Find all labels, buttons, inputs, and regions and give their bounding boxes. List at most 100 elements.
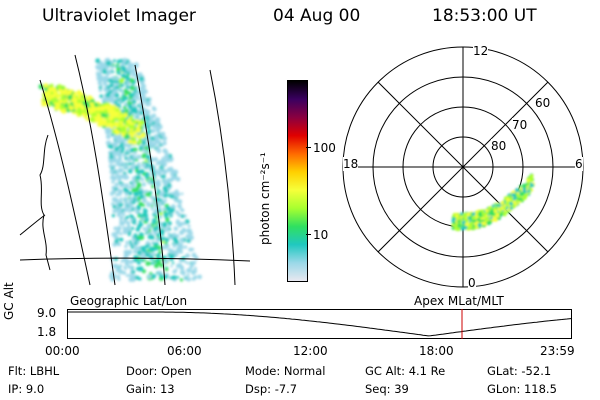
aurora-pixel bbox=[190, 261, 194, 265]
orbit-altitude-timeline bbox=[67, 309, 573, 339]
aurora-pixel bbox=[73, 93, 76, 96]
aurora-pixel bbox=[135, 168, 139, 173]
aurora-pixel bbox=[148, 120, 153, 125]
aurora-pixel bbox=[105, 77, 109, 81]
timeline-frame bbox=[67, 309, 572, 339]
aurora-pixel bbox=[164, 267, 169, 272]
aurora-pixel bbox=[70, 101, 75, 106]
aurora-pixel bbox=[157, 245, 162, 250]
aurora-pixel bbox=[115, 193, 119, 197]
aurora-pixel bbox=[145, 244, 150, 249]
aurora-pixel bbox=[113, 235, 119, 240]
aurora-pixel bbox=[139, 110, 144, 115]
aurora-pixel bbox=[96, 117, 103, 123]
aurora-pixel bbox=[77, 92, 82, 97]
aurora-pixel bbox=[168, 254, 172, 258]
aurora-pixel bbox=[41, 98, 45, 102]
aurora-pixel bbox=[529, 174, 534, 179]
aurora-pixel bbox=[43, 83, 49, 88]
aurora-pixel bbox=[107, 122, 113, 127]
aurora-pixel bbox=[100, 113, 106, 118]
info-gc-alt: GC Alt: 4.1 Re bbox=[365, 364, 446, 378]
aurora-pixel bbox=[120, 132, 126, 137]
aurora-pixel bbox=[115, 117, 120, 121]
aurora-pixel bbox=[170, 276, 174, 280]
geo-grid-line bbox=[39, 79, 91, 286]
aurora-pixel bbox=[128, 104, 133, 110]
aurora-pixel bbox=[457, 224, 461, 228]
aurora-pixel bbox=[140, 132, 146, 139]
aurora-pixel bbox=[59, 99, 64, 104]
aurora-pixel bbox=[119, 114, 124, 118]
aurora-pixel bbox=[132, 155, 137, 160]
aurora-pixel bbox=[171, 261, 175, 265]
aurora-pixel bbox=[127, 168, 133, 174]
aurora-pixel bbox=[146, 98, 150, 102]
aurora-pixel bbox=[164, 193, 168, 198]
aurora-pixel bbox=[130, 63, 135, 67]
aurora-pixel bbox=[111, 202, 115, 206]
aurora-pixel bbox=[122, 271, 127, 275]
aurora-pixel bbox=[512, 197, 517, 201]
aurora-pixel bbox=[123, 206, 129, 211]
aurora-pixel bbox=[147, 176, 151, 180]
aurora-pixel bbox=[114, 102, 119, 107]
aurora-pixel bbox=[171, 275, 177, 280]
aurora-pixel bbox=[114, 263, 119, 269]
aurora-pixel bbox=[119, 120, 123, 124]
info-gain: Gain: 13 bbox=[126, 382, 175, 396]
aurora-pixel bbox=[526, 179, 530, 183]
coastline bbox=[39, 134, 51, 271]
aurora-pixel bbox=[123, 102, 128, 107]
aurora-pixel bbox=[156, 172, 160, 176]
aurora-pixel bbox=[139, 126, 144, 130]
aurora-pixel bbox=[145, 102, 149, 107]
aurora-pixel bbox=[127, 265, 131, 269]
aurora-pixel bbox=[174, 194, 179, 198]
aurora-pixel bbox=[167, 221, 172, 226]
aurora-pixel bbox=[514, 188, 519, 193]
aurora-pixel bbox=[494, 218, 498, 222]
aurora-pixel bbox=[155, 117, 161, 122]
aurora-pixel bbox=[163, 245, 168, 250]
aurora-pixel bbox=[98, 78, 102, 82]
aurora-pixel bbox=[125, 183, 129, 187]
aurora-pixel bbox=[117, 126, 121, 129]
info-ip: IP: 9.0 bbox=[8, 382, 45, 396]
aurora-pixel bbox=[161, 157, 165, 160]
aurora-pixel bbox=[156, 232, 161, 237]
aurora-pixel bbox=[133, 235, 137, 239]
aurora-pixel bbox=[454, 214, 459, 218]
aurora-pixel bbox=[151, 274, 157, 279]
aurora-pixel bbox=[152, 252, 156, 257]
aurora-pixel bbox=[166, 178, 171, 183]
aurora-pixel bbox=[160, 132, 165, 137]
aurora-pixel bbox=[96, 73, 101, 78]
aurora-pixel bbox=[130, 218, 134, 222]
aurora-pixel bbox=[115, 82, 120, 87]
aurora-pixel bbox=[141, 162, 147, 168]
aurora-pixel bbox=[114, 182, 119, 187]
aurora-pixel bbox=[167, 248, 172, 252]
aurora-pixel bbox=[105, 130, 109, 135]
aurora-pixel bbox=[121, 138, 126, 143]
aurora-pixel bbox=[490, 213, 494, 216]
aurora-pixel bbox=[187, 235, 192, 241]
aurora-pixel bbox=[73, 102, 78, 107]
aurora-pixel bbox=[464, 225, 468, 230]
aurora-pixel bbox=[136, 179, 140, 182]
aurora-pixel bbox=[490, 208, 494, 213]
aurora-pixel bbox=[136, 154, 142, 160]
lat-label-70: 70 bbox=[512, 118, 528, 132]
aurora-pixel bbox=[116, 59, 121, 64]
aurora-pixel bbox=[117, 177, 122, 182]
aurora-pixel bbox=[99, 94, 104, 98]
aurora-pixel bbox=[109, 274, 114, 280]
aurora-pixel bbox=[130, 214, 134, 219]
aurora-pixel bbox=[114, 257, 118, 261]
aurora-pixel bbox=[123, 88, 128, 93]
aurora-pixel bbox=[175, 177, 181, 182]
aurora-pixel bbox=[112, 164, 116, 168]
aurora-pixel bbox=[109, 170, 114, 174]
aurora-pixel bbox=[136, 162, 141, 167]
